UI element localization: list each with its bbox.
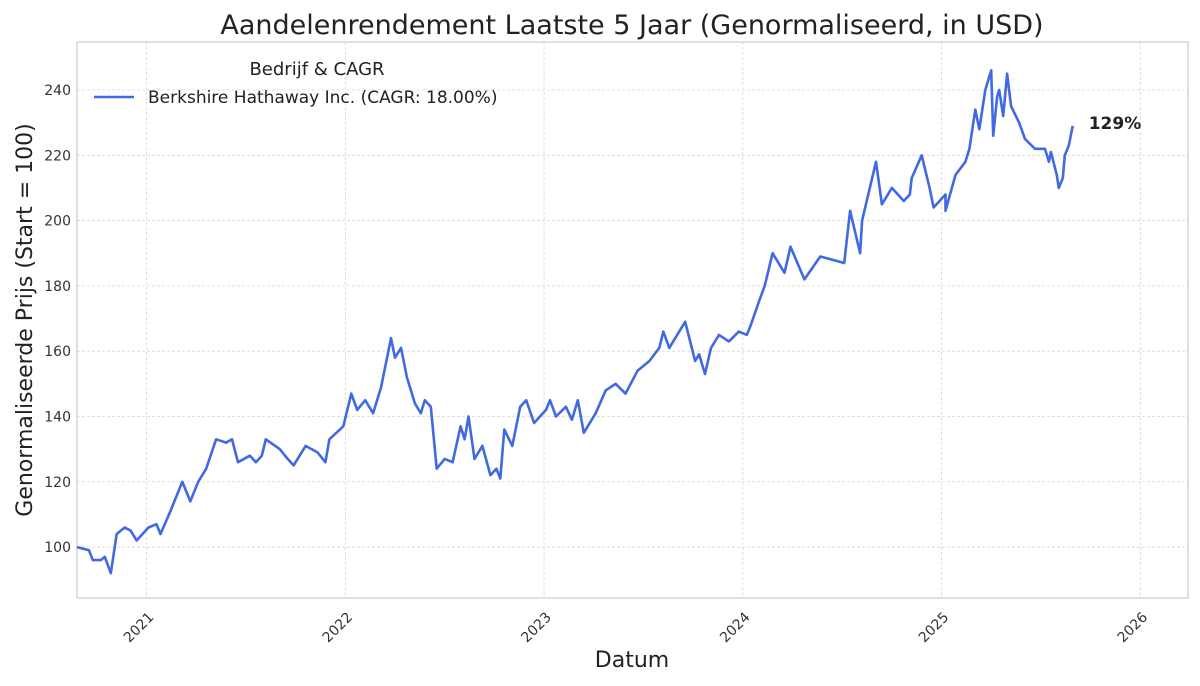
y-axis-label: Genormaliseerde Prijs (Start = 100) [13,123,38,516]
y-tick-label: 220 [44,148,71,164]
y-tick-label: 100 [44,540,71,556]
grid [77,42,1188,598]
y-tick-label: 240 [44,83,71,99]
y-tick-label: 200 [44,214,71,230]
y-tick-label: 120 [44,475,71,491]
x-tick-label: 2023 [518,610,555,647]
legend-entry: Berkshire Hathaway Inc. (CAGR: 18.00%) [148,88,497,108]
x-tick-label: 2026 [1115,609,1152,646]
legend: Bedrijf & CAGR Berkshire Hathaway Inc. (… [94,59,497,108]
x-tick-label: 2022 [320,610,357,647]
plot-frame [76,41,1189,599]
series-line-berkshire [76,69,1074,575]
chart-title: Aandelenrendement Laatste 5 Jaar (Genorm… [220,10,1043,41]
x-tick-label: 2021 [121,610,158,647]
legend-title: Bedrijf & CAGR [249,59,384,80]
return-annotation: 129% [1089,114,1142,134]
y-tick-label: 180 [44,279,71,295]
x-axis-ticks: 2021 2022 2023 2024 2025 2026 [121,609,1151,646]
x-tick-label: 2024 [717,609,754,646]
x-tick-label: 2025 [916,610,953,647]
y-axis-ticks: 100 120 140 160 180 200 220 240 [44,83,71,556]
y-tick-label: 140 [44,409,71,425]
y-tick-label: 160 [44,344,71,360]
x-axis-label: Datum [595,648,669,673]
